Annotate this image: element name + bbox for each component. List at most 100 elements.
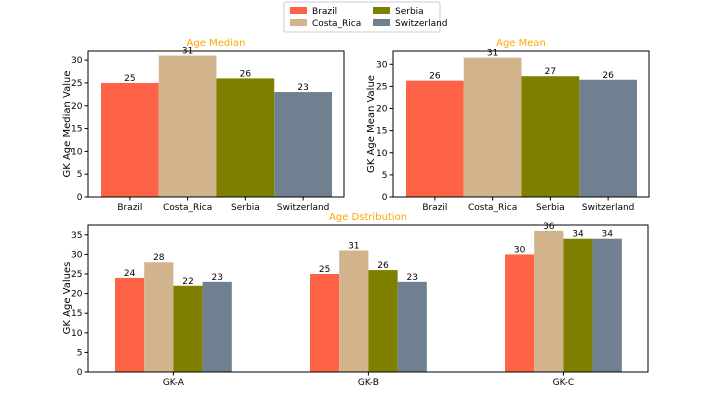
x-tick-label: Costa_Rica [163, 203, 212, 213]
y-tick-label: 25 [71, 79, 82, 89]
bar-switzerland [579, 79, 637, 197]
bars: 24 28 22 23 25 31 26 23 30 36 34 34 [115, 222, 622, 372]
bars: 26 31 27 26 [406, 49, 637, 197]
bar-value-label: 23 [297, 83, 308, 93]
plot-frame [87, 224, 649, 373]
y-tick-label: 20 [71, 102, 83, 112]
y-tick-label: 25 [376, 82, 387, 92]
bar-gk-c-switzerland [592, 238, 622, 372]
bar-gk-c-costa-rica [534, 230, 564, 372]
y-tick-label: 30 [71, 250, 83, 260]
x-tick-label: Brazil [422, 203, 447, 213]
y-tick-label: 0 [382, 193, 388, 203]
bar-value-label: 27 [545, 67, 556, 77]
y-axis-title: GK Age Median Value [62, 70, 73, 177]
bar-value-label: 26 [602, 71, 614, 81]
y-tick-label: 0 [77, 193, 83, 203]
bar-costa-rica [158, 55, 217, 197]
bar-value-label: 34 [601, 230, 613, 240]
y-axis-title: GK Age Mean Value [366, 75, 377, 173]
legend: Brazil Costa_Rica Serbia Switzerland [283, 1, 448, 33]
x-tick-label: Switzerland [277, 203, 330, 213]
y-tick-label: 10 [71, 329, 83, 339]
bar-serbia [216, 78, 275, 197]
x-tick-label: Costa_Rica [468, 203, 517, 213]
bar-gk-c-brazil [505, 254, 535, 372]
bar-value-label: 26 [240, 69, 252, 79]
bar-gk-b-serbia [368, 270, 398, 372]
bar-value-label: 30 [514, 245, 526, 255]
legend-swatch-serbia [373, 7, 390, 14]
age-distribution-chart: Age Dstribution GK Age Values 24 28 22 23 25… [62, 212, 649, 388]
bar-value-label: 25 [124, 74, 135, 84]
x-tick-label: Brazil [117, 203, 142, 213]
bar-gk-c-serbia [563, 238, 593, 372]
age-median-chart: Age Median GK Age Median Value 25312623 … [62, 38, 345, 213]
y-tick-label: 30 [71, 56, 83, 66]
y-tick-label: 5 [77, 170, 83, 180]
bar-value-label: 26 [429, 72, 441, 82]
legend-label-serbia: Serbia [395, 7, 424, 17]
y-tick-label: 5 [77, 348, 83, 358]
y-tick-label: 20 [376, 105, 388, 115]
bar-value-label: 23 [406, 273, 417, 283]
y-axis-ticks: 0 5 10 15 20 25 30 35 [71, 231, 88, 378]
bar-value-label: 25 [319, 265, 330, 275]
bar-switzerland [274, 92, 332, 197]
bar-value-label: 36 [543, 222, 555, 232]
x-tick-label: Switzerland [582, 203, 635, 213]
y-tick-label: 15 [71, 125, 82, 135]
y-tick-label: 30 [376, 60, 388, 70]
bar-gk-b-brazil [310, 274, 340, 372]
bar-value-label: 22 [182, 277, 193, 287]
y-tick-label: 15 [71, 309, 82, 319]
y-tick-label: 5 [382, 171, 388, 181]
bar-value-label: 23 [211, 273, 222, 283]
bars: 25 31 26 23 [101, 47, 332, 197]
bar-gk-b-switzerland [397, 281, 427, 372]
y-tick-label: 10 [376, 149, 388, 159]
bar-value-label: 34 [572, 230, 584, 240]
x-tick-label: GK-B [358, 378, 379, 388]
legend-label-costa-rica: Costa_Rica [312, 19, 361, 29]
age-mean-chart: Age Mean GK Age Mean Value 26 31 27 26 0 5 10… [366, 38, 650, 213]
bar-value-label: 28 [153, 253, 165, 263]
bar-brazil [406, 80, 464, 197]
legend-swatch-brazil [290, 7, 307, 14]
chart-title: Age Dstribution [329, 212, 407, 223]
chart-title: Age Median [187, 38, 246, 49]
y-tick-label: 20 [71, 290, 83, 300]
plot-frame [87, 50, 345, 198]
legend-label-switzerland: Switzerland [395, 19, 448, 29]
bar-gk-a-costa-rica [144, 262, 174, 372]
bar-costa-rica [463, 57, 522, 197]
y-tick-label: 25 [71, 270, 82, 280]
bar-value-label: 24 [124, 269, 136, 279]
y-tick-label: 10 [71, 147, 83, 157]
y-axis-title: GK Age Values [62, 262, 73, 335]
legend-swatch-switzerland [373, 19, 390, 26]
x-tick-label: Serbia [231, 203, 260, 213]
bar-gk-a-brazil [115, 277, 145, 372]
x-axis-ticks: Brazil Costa_Rica Serbia Switzerland [117, 197, 329, 213]
bar-brazil [101, 82, 159, 197]
bar-gk-a-serbia [173, 285, 203, 372]
bar-value-label: 26 [377, 261, 389, 271]
y-tick-label: 0 [77, 368, 83, 378]
x-tick-label: Serbia [536, 203, 565, 213]
legend-frame [283, 1, 441, 33]
plot-frame [392, 50, 650, 198]
legend-label-brazil: Brazil [312, 7, 337, 17]
bar-gk-a-switzerland [202, 281, 232, 372]
y-tick-label: 35 [71, 231, 82, 241]
bar-value-label: 31 [348, 241, 359, 251]
x-axis-ticks: GK-A GK-B GK-C [163, 372, 574, 388]
y-tick-label: 15 [376, 127, 387, 137]
x-tick-label: GK-C [553, 378, 574, 388]
chart-title: Age Mean [496, 38, 546, 49]
y-axis-ticks: 0 5 10 15 20 25 30 [71, 56, 88, 203]
x-axis-ticks: Brazil Costa_Rica Serbia Switzerland [422, 197, 634, 213]
bar-value-label: 31 [487, 49, 498, 59]
legend-swatch-costa-rica [290, 19, 307, 26]
